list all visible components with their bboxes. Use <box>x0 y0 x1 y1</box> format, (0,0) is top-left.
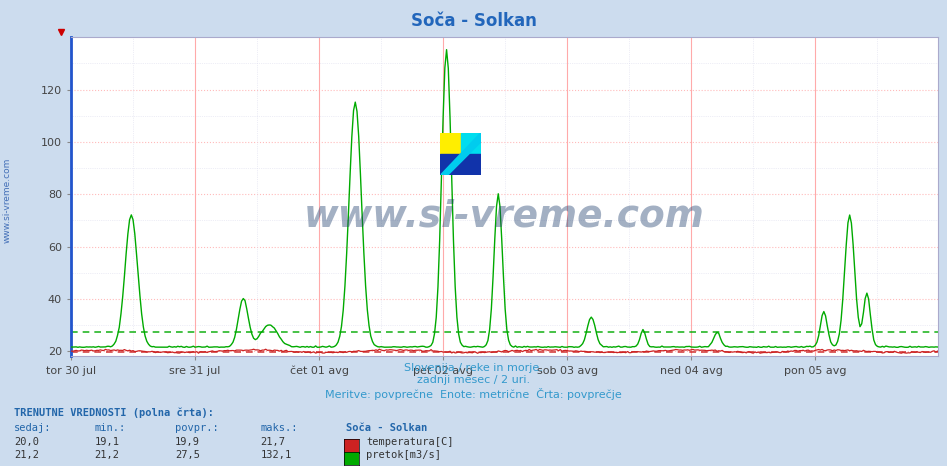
Text: 21,2: 21,2 <box>14 450 39 459</box>
Text: www.si-vreme.com: www.si-vreme.com <box>304 198 705 234</box>
Bar <box>440 154 481 175</box>
Text: 132,1: 132,1 <box>260 450 292 459</box>
Text: povpr.:: povpr.: <box>175 423 219 432</box>
Text: zadnji mesec / 2 uri.: zadnji mesec / 2 uri. <box>417 375 530 385</box>
Text: 27,5: 27,5 <box>175 450 200 459</box>
Text: sedaj:: sedaj: <box>14 423 52 432</box>
Bar <box>461 133 481 154</box>
Text: 20,0: 20,0 <box>14 437 39 446</box>
Text: pretok[m3/s]: pretok[m3/s] <box>366 450 441 459</box>
Text: Soča - Solkan: Soča - Solkan <box>411 12 536 30</box>
Text: Meritve: povprečne  Enote: metrične  Črta: povprečje: Meritve: povprečne Enote: metrične Črta:… <box>325 388 622 400</box>
Text: min.:: min.: <box>95 423 126 432</box>
Bar <box>440 133 461 154</box>
Text: Soča - Solkan: Soča - Solkan <box>346 423 427 432</box>
Text: 21,7: 21,7 <box>260 437 285 446</box>
Text: 21,2: 21,2 <box>95 450 119 459</box>
Text: Slovenija / reke in morje.: Slovenija / reke in morje. <box>404 363 543 372</box>
Text: TRENUTNE VREDNOSTI (polna črta):: TRENUTNE VREDNOSTI (polna črta): <box>14 408 214 418</box>
Text: www.si-vreme.com: www.si-vreme.com <box>3 158 12 243</box>
Text: maks.:: maks.: <box>260 423 298 432</box>
Text: 19,1: 19,1 <box>95 437 119 446</box>
Polygon shape <box>441 133 481 175</box>
Text: temperatura[C]: temperatura[C] <box>366 437 454 446</box>
Text: 19,9: 19,9 <box>175 437 200 446</box>
